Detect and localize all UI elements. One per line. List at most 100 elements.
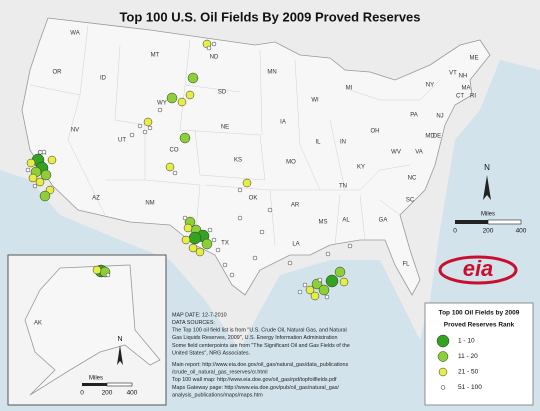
state-label: GA [379,218,388,224]
legend-symbol [438,367,448,377]
scale-unit: Miles [481,212,495,218]
note-line: Gas Liquids Reserves, 2009", U.S. Energy… [172,335,338,341]
state-label: VT [449,71,457,77]
oil-field [179,132,191,144]
note-line: United States", NRG Associates. [172,350,250,356]
alaska-north-arrow [117,345,123,365]
alaska-scale-tick: 200 [102,390,113,397]
oil-field [166,92,178,104]
oil-field [26,158,36,168]
state-label: TN [339,184,347,190]
oil-field [334,266,346,278]
state-label: MI [346,86,353,92]
state-label: MN [267,70,276,76]
oil-field [339,277,349,287]
state-borders [29,24,441,246]
oil-field [187,72,199,84]
oil-field [310,291,320,301]
legend-symbol [437,351,449,362]
state-label: RI [470,94,476,100]
oil-field [318,284,330,296]
north-label: N [484,163,490,172]
alaska-label: AK [34,321,42,327]
oil-field [317,277,323,283]
oil-field [302,282,308,288]
legend-subtitle: Proved Reserves Rank [444,322,515,329]
state-label: OH [371,129,380,135]
legend-item: 1 - 10 [458,338,475,345]
state-label: PA [410,113,418,119]
oil-field [188,231,202,245]
oil-field [143,117,153,127]
oil-field [325,274,339,288]
oil-field [25,167,31,173]
note-line: Maps Gateway page: http://www.eia.doe.go… [172,385,339,391]
oil-field [35,177,45,187]
state-label: VA [415,150,423,156]
oil-field [252,255,258,261]
oil-field [92,265,102,275]
scale-tick: 0 [453,228,457,235]
legend-title: Top 100 Oil Fields by 2009 [439,310,520,317]
note-line: Top 100 wall map: http://www.eia.doe.gov… [172,377,337,383]
alaska-scale-bar [82,382,133,387]
oil-field [287,260,293,266]
legend-item: 51 - 100 [458,384,482,391]
state-label: KY [357,165,365,171]
note-line: Some field centerpoints are from "The Si… [172,343,350,349]
legend-symbol [440,385,446,390]
north-arrow [483,175,491,200]
oil-field [39,190,51,202]
state-label: SC [406,198,415,204]
state-label: UT [118,138,126,144]
oil-field [183,223,193,233]
oil-field [267,207,273,213]
state-label: CO [170,148,179,154]
alaska-scale-unit: Miles [89,376,103,382]
oil-field [47,155,57,165]
oil-field [259,229,265,235]
oil-field [137,123,143,129]
oil-field [195,247,205,257]
oil-field [206,45,212,51]
state-label: ID [100,76,107,82]
oil-field [172,170,178,176]
oil-field [242,178,252,188]
oil-field [188,243,198,253]
oil-field [182,215,188,221]
state-label: CA [38,151,46,157]
state-label: MD [425,134,435,140]
state-label: TX [221,241,229,247]
scale-tick: 400 [516,228,527,235]
state-label: NY [426,83,434,89]
oil-field [215,247,221,253]
state-label: IN [340,140,346,146]
state-label: IL [315,140,321,146]
oil-field [165,162,175,172]
oil-field [147,125,153,131]
state-label: WV [391,150,401,156]
state-label: MA [462,86,471,92]
state-label: NE [221,125,229,131]
oil-field [40,169,52,181]
oil-field [324,294,330,300]
oil-field [41,149,47,155]
legend-item: 11 - 20 [458,353,478,360]
logo-text: eia [463,256,494,281]
oil-field [325,251,331,257]
alaska-north-label: N [117,336,122,343]
legend-symbol [436,334,450,348]
note-line: DATA SOURCES: [172,320,215,326]
state-label: FL [402,262,410,268]
state-label: CT [456,94,464,100]
state-label: ND [210,55,219,61]
oil-field [297,289,303,295]
state-label: NJ [436,114,443,120]
oil-field [347,243,353,249]
legend-item: 21 - 50 [458,369,479,376]
scale-tick: 200 [483,228,494,235]
state-label: AL [342,218,350,224]
oil-field [177,97,187,107]
us-land [21,17,491,296]
state-label: OK [249,196,258,202]
